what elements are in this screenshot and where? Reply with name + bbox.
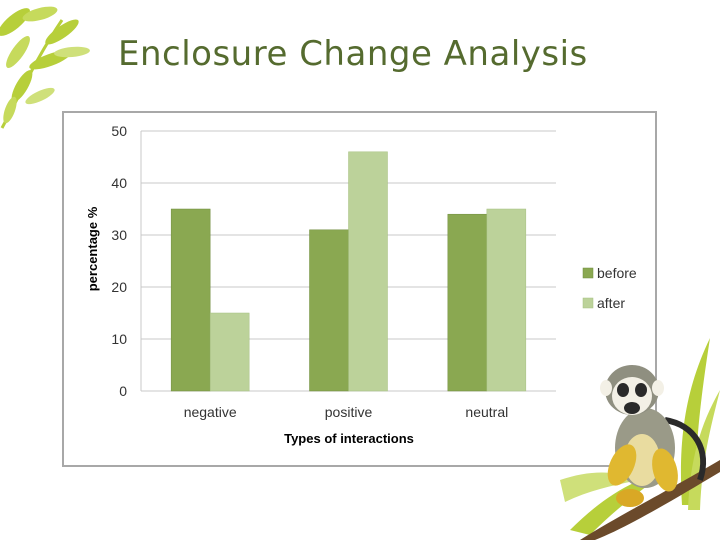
- x-tick-label: positive: [325, 404, 373, 420]
- x-tick-labels: negative positive neutral: [184, 404, 509, 420]
- bar-chart: 0 10 20 30 40 50 negative positive neutral perc…: [85, 123, 637, 446]
- chart-frame: 0 10 20 30 40 50 negative positive neutral perc…: [62, 111, 657, 467]
- y-tick-label: 0: [119, 383, 127, 399]
- leaf-sprig-icon: [0, 6, 90, 129]
- bars: [170, 151, 527, 392]
- bar-after-negative: [209, 312, 250, 392]
- bar-before-negative: [170, 208, 211, 392]
- bar-after-positive: [348, 151, 388, 392]
- bar-before-positive: [309, 229, 349, 392]
- y-axis-label: percentage %: [85, 206, 100, 291]
- y-tick-label: 10: [111, 331, 127, 347]
- slide-title: Enclosure Change Analysis: [118, 34, 588, 74]
- legend-swatch-after: [582, 297, 594, 309]
- legend-label-after: after: [597, 295, 625, 311]
- squirrel-monkey-on-branch-icon: [560, 338, 720, 540]
- legend-label-before: before: [597, 265, 637, 281]
- y-tick-label: 40: [111, 175, 127, 191]
- legend: before after: [582, 265, 637, 311]
- bar-after-neutral: [486, 208, 527, 392]
- y-tick-label: 20: [111, 279, 127, 295]
- x-tick-label: negative: [184, 404, 237, 420]
- y-tick-labels: 0 10 20 30 40 50: [111, 123, 127, 399]
- y-tick-label: 30: [111, 227, 127, 243]
- legend-swatch-before: [582, 267, 594, 279]
- x-tick-label: neutral: [465, 404, 508, 420]
- bar-before-neutral: [447, 213, 488, 392]
- y-tick-label: 50: [111, 123, 127, 139]
- x-axis-label: Types of interactions: [284, 431, 414, 446]
